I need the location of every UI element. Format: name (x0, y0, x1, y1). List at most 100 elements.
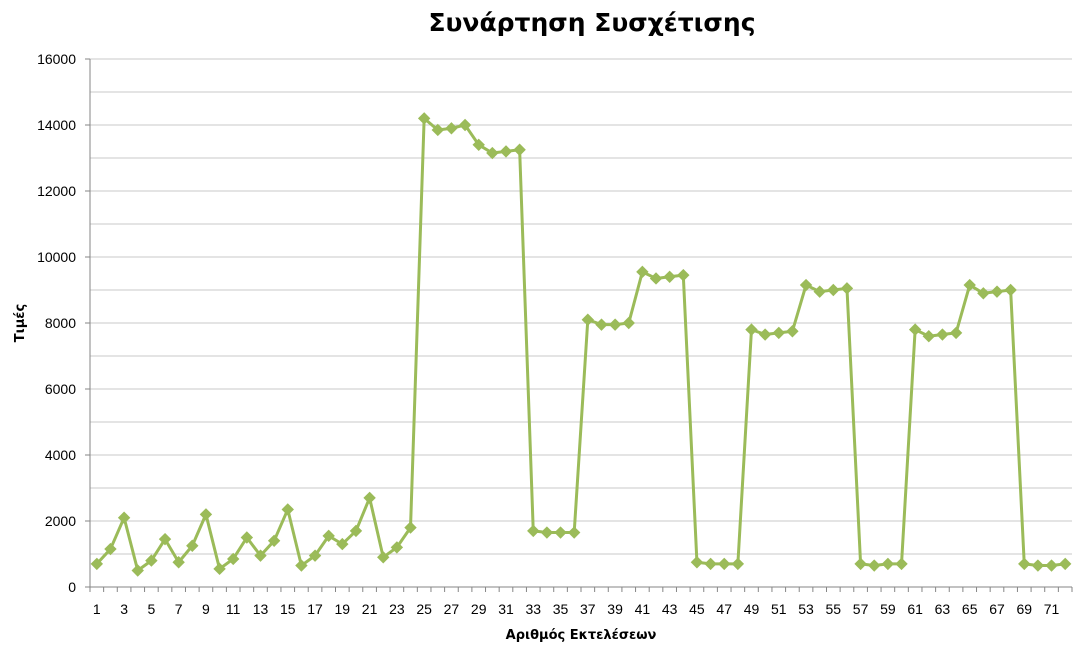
x-tick-labels: 1 3 5 7 9 11 13 15 17 19 21 23 25 27 29 31 33 35 37 39 41 43 4… (93, 601, 1060, 617)
x-tick-label: 9 (202, 601, 210, 617)
data-point (131, 564, 144, 577)
y-tick-label: 0 (68, 579, 76, 595)
data-point (745, 323, 758, 336)
x-tick-label: 59 (880, 601, 896, 617)
y-tick-label: 10000 (37, 249, 76, 265)
data-point (445, 122, 458, 135)
x-tick-label: 43 (662, 601, 678, 617)
data-point (718, 557, 731, 571)
x-tick-label: 13 (253, 601, 269, 617)
x-tick-label: 33 (525, 601, 541, 617)
x-tick-label: 57 (853, 601, 869, 617)
data-point (363, 491, 376, 505)
x-tick-label: 35 (553, 601, 569, 617)
data-point (581, 313, 595, 326)
y-tick-label: 6000 (45, 381, 76, 397)
x-tick-label: 37 (580, 601, 596, 617)
data-point (104, 542, 117, 556)
x-tick-label: 31 (498, 601, 514, 617)
y-tick-label: 14000 (37, 117, 76, 133)
data-point (527, 524, 540, 538)
data-point (417, 112, 431, 125)
data-point (90, 557, 104, 571)
data-point (977, 287, 990, 300)
chart-title: Συνάρτηση Συσχέτισης (428, 8, 755, 37)
data-point (554, 526, 567, 539)
data-point (431, 123, 444, 137)
data-point (336, 537, 349, 551)
data-point (349, 524, 363, 538)
data-point (758, 328, 772, 341)
data-point (172, 556, 185, 569)
data-point (922, 329, 935, 343)
y-axis-title: Τιμές (13, 304, 28, 342)
x-tick-label: 19 (335, 601, 351, 617)
data-point (963, 278, 976, 292)
x-tick-label: 71 (1044, 601, 1060, 617)
data-point (704, 557, 717, 571)
data-point (377, 551, 390, 564)
x-tick-label: 25 (416, 601, 432, 617)
x-tick-label: 1 (93, 601, 101, 617)
x-tick-label: 11 (226, 601, 241, 617)
x-tick-label: 53 (798, 601, 814, 617)
data-point (1004, 283, 1017, 297)
x-tick-label: 5 (147, 601, 155, 617)
data-point (295, 559, 308, 572)
x-tick-label: 17 (307, 601, 323, 617)
x-tick-label: 49 (744, 601, 760, 617)
series-line (95, 116, 1066, 572)
data-point (677, 268, 690, 282)
data-point (254, 549, 267, 562)
x-tick-label: 23 (389, 601, 405, 617)
x-tick-label: 39 (607, 601, 623, 617)
data-point (186, 539, 199, 552)
data-point (731, 557, 745, 571)
data-point (240, 531, 254, 544)
x-tick-label: 45 (689, 601, 705, 617)
data-point (472, 138, 485, 152)
x-tick-label: 61 (907, 601, 923, 617)
x-tick-label: 27 (444, 601, 460, 617)
x-axis-title: Αριθμός Εκτελέσεων (506, 628, 657, 643)
x-tick-label: 41 (635, 601, 651, 617)
data-point (458, 118, 472, 132)
x-tick-label: 15 (280, 601, 296, 617)
data-point (868, 559, 881, 572)
data-point (227, 552, 240, 566)
x-tick-label: 51 (771, 601, 787, 617)
data-point (772, 326, 785, 340)
data-point (636, 265, 649, 279)
data-point (540, 526, 554, 539)
data-point (881, 557, 895, 571)
data-point (513, 143, 526, 156)
data-point (145, 554, 158, 567)
data-point (117, 511, 131, 524)
data-point (1058, 557, 1072, 571)
x-tick-label: 63 (935, 601, 951, 617)
data-point (908, 323, 922, 336)
x-tick-label: 7 (175, 601, 183, 617)
y-tick-label: 4000 (45, 447, 76, 463)
data-point (827, 283, 840, 297)
data-point (786, 325, 799, 338)
data-point (567, 526, 581, 539)
data-point (649, 272, 663, 285)
x-tick-label: 29 (471, 601, 487, 617)
data-point (308, 549, 322, 562)
y-tick-label: 16000 (37, 51, 76, 67)
data-point (608, 318, 622, 331)
y-tick-label: 2000 (45, 513, 76, 529)
data-point (622, 316, 635, 330)
data-point (199, 508, 213, 521)
data-point (499, 145, 513, 158)
y-tick-label: 12000 (37, 183, 76, 199)
axes (85, 58, 1073, 592)
data-point (595, 318, 608, 331)
x-tick-label: 69 (1016, 601, 1032, 617)
data-point (213, 562, 226, 576)
x-tick-label: 47 (716, 601, 732, 617)
data-point (158, 532, 172, 546)
